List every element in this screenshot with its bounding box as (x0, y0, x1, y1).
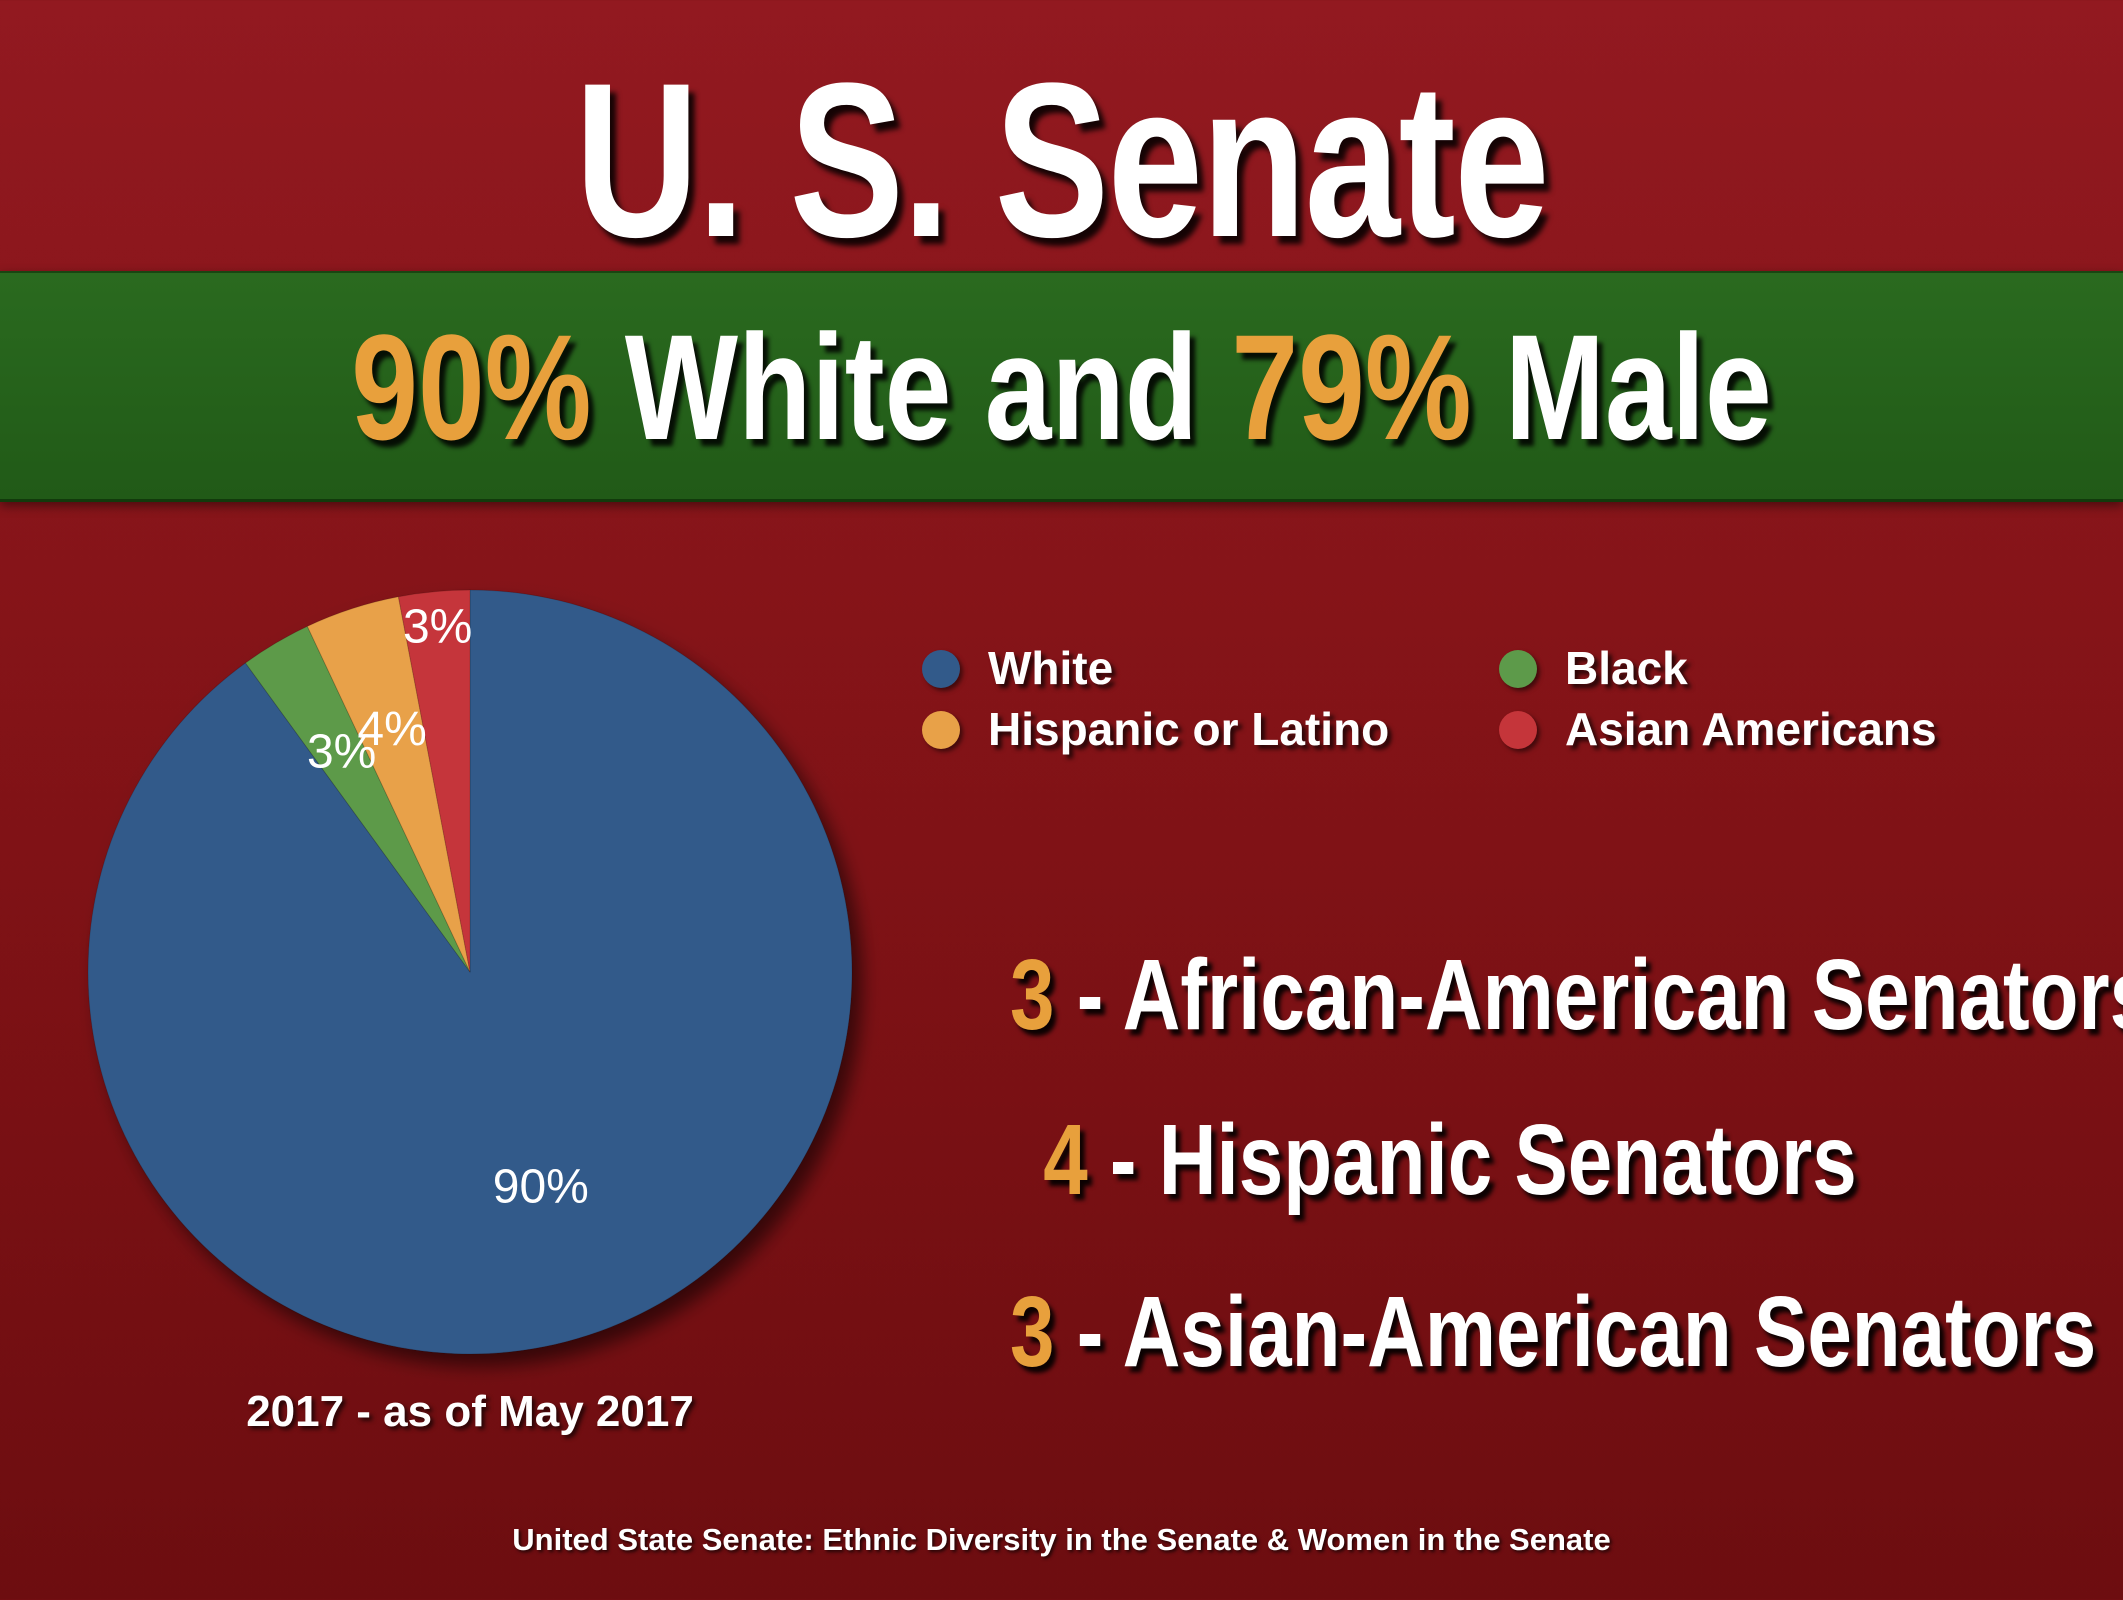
pie-label-black: 3% (307, 726, 376, 779)
stat-african-american: 3 - African-American Senators (1010, 945, 2123, 1045)
pie-label-white: 90% (493, 1161, 589, 1214)
legend-dot-asian (1499, 710, 1537, 749)
legend-item-asian: Asian Americans (1499, 702, 1937, 756)
legend-item-white: White (922, 641, 1113, 695)
legend-item-hispanic: Hispanic or Latino (922, 702, 1389, 756)
legend-dot-black (1499, 649, 1537, 688)
legend-label-black: Black (1565, 642, 1688, 694)
legend-dot-hispanic (922, 710, 960, 749)
pie-label-hispanic-or-latino: 4% (357, 703, 426, 756)
chart-caption: 2017 - as of May 2017 (246, 1387, 694, 1436)
headline-band (0, 271, 2123, 502)
stat-african-american-number: 3 (1010, 939, 1055, 1051)
headline-text-white: White and (591, 303, 1232, 471)
page-title: U. S. Senate (574, 37, 1550, 283)
headline-white-percent: 90% (351, 303, 592, 471)
stat-asian-american-number: 3 (1010, 1276, 1055, 1388)
stat-african-american-text: - African-American Senators (1054, 939, 2123, 1051)
stat-hispanic: 4 - Hispanic Senators (1010, 1110, 1890, 1210)
legend-label-asian: Asian Americans (1565, 703, 1937, 755)
pie-slice-asian-americans (397, 589, 471, 973)
stat-asian-american-text: - Asian-American Senators (1054, 1276, 2097, 1388)
headline: 90% White and 79% Male (212, 312, 1910, 462)
source-note: United State Senate: Ethnic Diversity in… (512, 1522, 1611, 1557)
stat-asian-american: 3 - Asian-American Senators (1010, 1282, 2096, 1382)
headline-text-male: Male (1471, 303, 1772, 471)
legend-label-white: White (988, 642, 1114, 694)
stat-hispanic-number: 4 (1043, 1104, 1088, 1216)
headline-male-percent: 79% (1231, 303, 1472, 471)
legend-item-black: Black (1499, 641, 1688, 695)
legend-label-hispanic: Hispanic or Latino (988, 703, 1390, 755)
legend-dot-white (922, 649, 960, 688)
stat-hispanic-text: - Hispanic Senators (1087, 1104, 1857, 1216)
pie-label-asian-americans: 3% (403, 600, 472, 653)
